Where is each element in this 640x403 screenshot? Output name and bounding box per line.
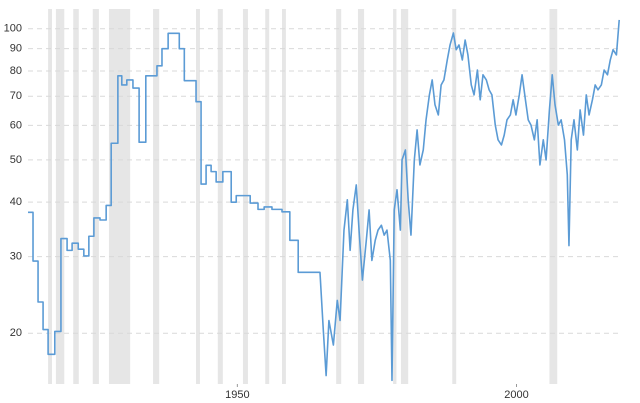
y-tick-label: 50 (10, 154, 22, 166)
recession-band (452, 9, 457, 384)
y-tick-label: 60 (10, 119, 22, 131)
recession-band (549, 9, 558, 384)
recession-band (55, 9, 65, 384)
x-tick-label: 1950 (225, 389, 249, 401)
recession-band (282, 9, 286, 384)
recession-band (92, 9, 99, 384)
y-tick-label: 100 (4, 23, 22, 35)
y-tick-label: 80 (10, 65, 22, 77)
x-tick-label: 2000 (504, 389, 528, 401)
recession-band (400, 9, 409, 384)
y-tick-label: 20 (10, 327, 22, 339)
recession-band (357, 9, 365, 384)
recession-band (393, 9, 397, 384)
recession-band (265, 9, 270, 384)
y-tick-label: 30 (10, 250, 22, 262)
y-tick-label: 40 (10, 196, 22, 208)
recession-band (108, 9, 131, 384)
recession-band (217, 9, 223, 384)
y-tick-label: 90 (10, 43, 22, 55)
labels: 20 30 40 50 60 70 80 90 100 1950 2000 (4, 23, 529, 401)
recession-band (153, 9, 160, 384)
recession-band (196, 9, 200, 384)
lines (28, 19, 621, 382)
y-tick-label: 70 (10, 90, 22, 102)
recession-band (48, 9, 53, 384)
data-line (28, 19, 621, 382)
recession-band (242, 9, 248, 384)
recession-band (73, 9, 79, 384)
recession-band (336, 9, 342, 384)
grid (28, 28, 622, 387)
recession-bands (48, 9, 558, 384)
